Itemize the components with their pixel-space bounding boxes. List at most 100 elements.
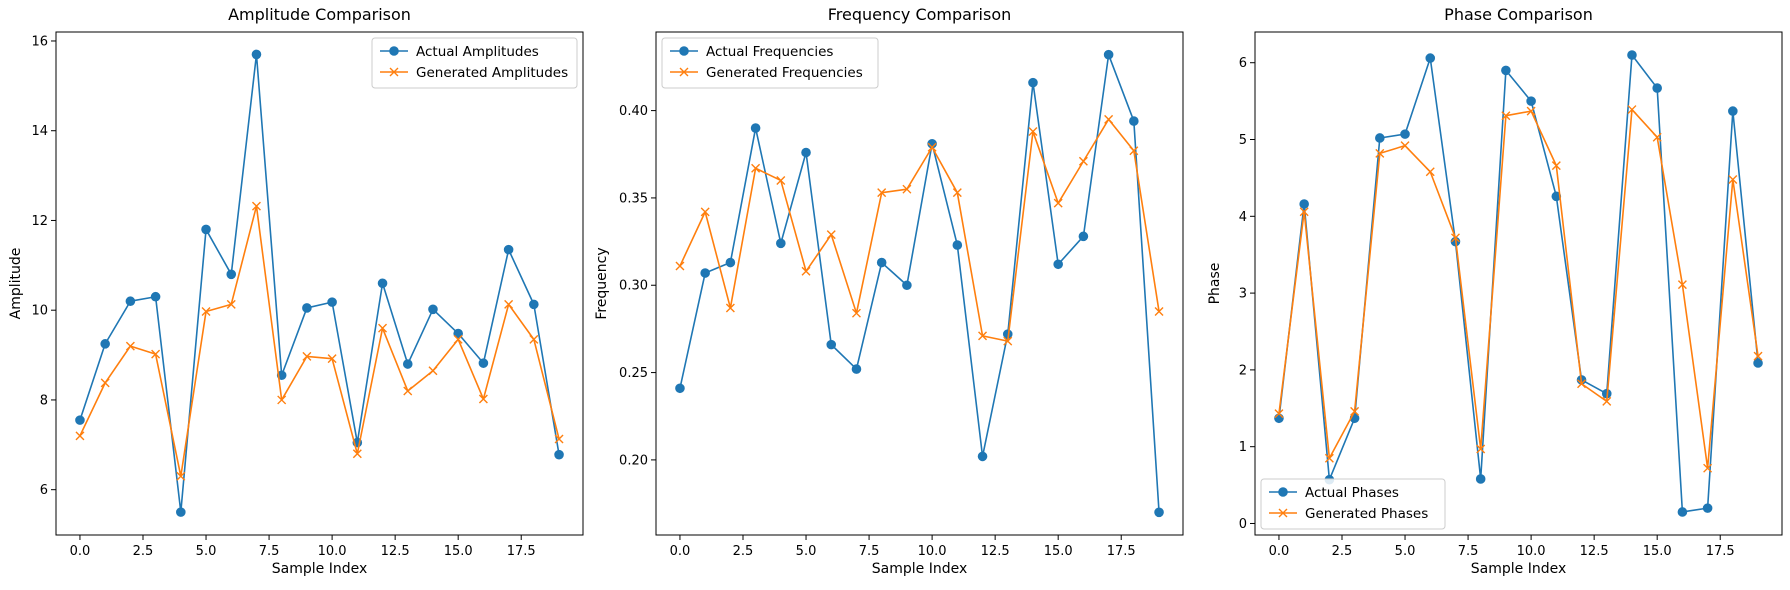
y-tick-label: 6 (40, 483, 48, 498)
actual-point (503, 244, 514, 255)
chart-panel-2: Frequency Comparison 0.0 2.5 5.0 7.5 10.0 12.5… (594, 5, 1184, 577)
actual-point (1028, 77, 1038, 88)
x-tick-label: 12.5 (381, 544, 410, 559)
actual-point (1728, 106, 1738, 116)
legend-marker (389, 67, 399, 77)
actual-point (1652, 83, 1662, 93)
actual-point (453, 328, 463, 339)
actual-point (977, 451, 988, 462)
generated-point (877, 188, 887, 198)
actual-point (1103, 49, 1114, 60)
generated-point (1028, 127, 1038, 137)
series-line-generated (679, 118, 1160, 342)
actual-point (1501, 65, 1511, 76)
y-tick-label: 2 (1239, 363, 1247, 378)
actual-point (675, 383, 685, 394)
actual-point (100, 339, 110, 349)
generated-point (554, 434, 564, 444)
actual-point (150, 291, 161, 302)
generated-point (251, 201, 261, 211)
x-tick-label: 2.5 (733, 544, 754, 559)
actual-point (801, 147, 811, 158)
generated-point (151, 349, 161, 359)
series-line-generated (79, 205, 560, 478)
generated-point (1450, 233, 1460, 243)
generated-point (1154, 306, 1164, 316)
generated-point (700, 207, 710, 217)
x-tick-label: 0.0 (670, 544, 691, 559)
generated-point (100, 378, 110, 388)
generated-point (378, 323, 388, 333)
y-tick-label: 0.25 (619, 366, 648, 381)
y-axis-label: Phase (1207, 263, 1223, 305)
generated-point (1274, 409, 1284, 419)
x-axis-label: Sample Index (1471, 561, 1566, 577)
x-tick-label: 12.5 (1580, 544, 1609, 559)
x-tick-label: 5.0 (196, 544, 217, 559)
actual-point (1400, 129, 1410, 139)
actual-point (1299, 199, 1309, 209)
actual-point (529, 299, 539, 310)
actual-point (952, 240, 963, 250)
generated-point (1476, 444, 1486, 454)
x-tick-label: 17.5 (1706, 544, 1735, 559)
series-line-generated (1278, 108, 1759, 469)
generated-point (1577, 379, 1587, 389)
legend-label: Actual Frequencies (706, 44, 833, 60)
actual-point (902, 280, 912, 291)
generated-point (125, 341, 135, 351)
x-tick-label: 15.0 (1643, 544, 1672, 559)
y-tick-label: 1 (1239, 440, 1247, 455)
actual-point (700, 268, 710, 278)
legend-marker (679, 67, 689, 77)
series-line-actual (1278, 54, 1759, 513)
generated-point (277, 395, 287, 405)
legend: Actual Amplitudes Generated Amplitudes (371, 37, 578, 89)
legend-marker (679, 46, 689, 56)
generated-point (327, 354, 337, 364)
generated-point (1703, 463, 1713, 473)
generated-point (1728, 174, 1738, 184)
actual-point (251, 49, 262, 60)
generated-point (1501, 111, 1511, 121)
legend-box (1260, 478, 1446, 530)
y-tick-label: 4 (1239, 210, 1247, 225)
actual-point (1154, 507, 1164, 518)
chart-panel-3: Phase Comparison 0.0 2.5 5.0 7.5 10.0 12.5 15.0… (1207, 5, 1783, 577)
x-tick-label: 10.0 (318, 544, 347, 559)
actual-point (1627, 50, 1637, 60)
plot-area (75, 49, 564, 517)
generated-point (1602, 396, 1612, 406)
legend-marker (389, 46, 399, 56)
actual-point (1375, 133, 1385, 143)
legend: Actual Frequencies Generated Frequencies (661, 37, 879, 89)
generated-point (725, 303, 735, 313)
y-tick-label: 10 (31, 304, 48, 319)
generated-point (675, 261, 685, 271)
y-tick-label: 8 (40, 393, 48, 408)
chart-title: Amplitude Comparison (228, 5, 411, 24)
y-tick-label: 0 (1239, 517, 1247, 532)
generated-point (1324, 453, 1334, 463)
plot-area (1274, 50, 1763, 517)
legend-marker (1278, 508, 1288, 518)
actual-point (776, 238, 786, 249)
legend: Actual Phases Generated Phases (1260, 478, 1446, 530)
actual-point (176, 507, 186, 517)
generated-point (504, 299, 514, 309)
actual-point (1078, 231, 1089, 242)
y-tick-label: 14 (31, 124, 48, 139)
legend-label: Actual Amplitudes (416, 44, 539, 60)
actual-point (1053, 259, 1063, 270)
generated-point (1375, 148, 1385, 158)
x-tick-label: 7.5 (259, 544, 280, 559)
actual-point (201, 224, 211, 235)
actual-point (1129, 116, 1139, 126)
x-tick-label: 5.0 (1395, 544, 1416, 559)
generated-point (927, 142, 937, 152)
x-tick-label: 15.0 (444, 544, 473, 559)
generated-point (1753, 351, 1763, 361)
actual-point (554, 449, 564, 460)
x-axis-label: Sample Index (272, 561, 367, 577)
x-tick-label: 7.5 (859, 544, 880, 559)
